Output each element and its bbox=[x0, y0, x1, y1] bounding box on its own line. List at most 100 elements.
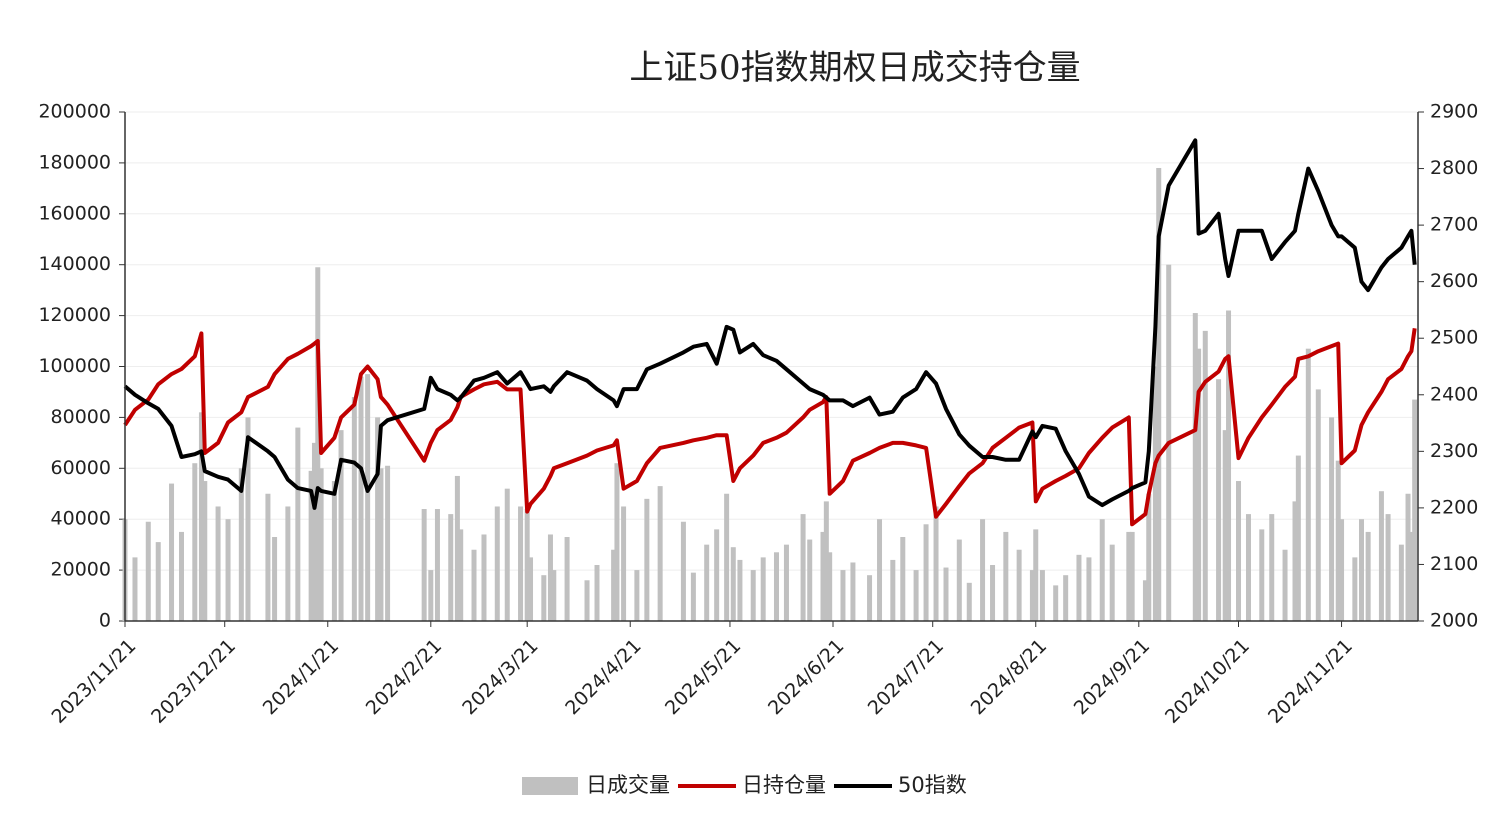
legend-label: 50指数 bbox=[898, 773, 967, 797]
bar bbox=[448, 514, 454, 621]
bar bbox=[1398, 544, 1404, 621]
legend-label: 日持仓量 bbox=[742, 773, 826, 797]
bar bbox=[331, 481, 337, 621]
y2-tick-label: 2700 bbox=[1430, 214, 1478, 236]
bar bbox=[823, 501, 829, 621]
bar bbox=[850, 562, 856, 621]
bar bbox=[913, 570, 919, 621]
bar bbox=[773, 552, 779, 621]
bar bbox=[504, 488, 510, 621]
bar bbox=[1126, 531, 1132, 621]
bar bbox=[1003, 531, 1009, 621]
bar bbox=[225, 519, 231, 621]
y-tick-label: 200000 bbox=[38, 101, 111, 123]
y-tick-label: 140000 bbox=[38, 253, 111, 275]
bar bbox=[308, 470, 314, 621]
bar bbox=[494, 506, 500, 621]
y-tick-label: 100000 bbox=[38, 355, 111, 377]
bar bbox=[840, 570, 846, 621]
bar bbox=[1335, 460, 1341, 621]
bar bbox=[315, 267, 321, 621]
legend-swatch bbox=[522, 777, 578, 795]
bar bbox=[1076, 554, 1082, 621]
bar bbox=[285, 506, 291, 621]
bar bbox=[943, 567, 949, 621]
y-tick-label: 80000 bbox=[51, 406, 111, 428]
bar bbox=[1405, 493, 1411, 621]
y-tick-label: 180000 bbox=[38, 151, 111, 173]
bar bbox=[1129, 531, 1135, 621]
bar bbox=[295, 427, 301, 621]
bar bbox=[807, 539, 813, 621]
bar bbox=[1029, 570, 1035, 621]
bar bbox=[132, 557, 138, 621]
bar bbox=[547, 534, 553, 621]
bar bbox=[1236, 481, 1242, 621]
bar bbox=[1053, 585, 1059, 621]
y2-tick-label: 2200 bbox=[1430, 496, 1478, 518]
bar bbox=[338, 430, 344, 621]
bar bbox=[564, 537, 570, 621]
bar bbox=[827, 552, 833, 621]
y2-tick-label: 2300 bbox=[1430, 440, 1478, 462]
bar bbox=[760, 557, 766, 621]
bar bbox=[378, 468, 384, 621]
bar bbox=[375, 417, 381, 621]
legend-label: 日成交量 bbox=[586, 773, 670, 797]
bar bbox=[1039, 570, 1045, 621]
bar bbox=[1156, 167, 1162, 622]
bar bbox=[1222, 430, 1228, 621]
bar bbox=[1329, 417, 1335, 621]
bar bbox=[1192, 313, 1198, 621]
bar bbox=[1152, 366, 1158, 621]
bar bbox=[890, 559, 896, 621]
bar bbox=[385, 465, 391, 621]
bar bbox=[1216, 379, 1222, 621]
bar bbox=[750, 570, 756, 621]
bar bbox=[421, 509, 427, 621]
bar bbox=[657, 486, 663, 621]
bar bbox=[1086, 557, 1092, 621]
y2-tick-label: 2800 bbox=[1430, 157, 1478, 179]
bar bbox=[594, 565, 600, 621]
bar bbox=[481, 534, 487, 621]
bar bbox=[365, 374, 371, 621]
bar bbox=[634, 570, 640, 621]
y-tick-label: 120000 bbox=[38, 304, 111, 326]
bar bbox=[1412, 399, 1418, 621]
bar bbox=[1315, 389, 1321, 621]
line bbox=[123, 328, 1417, 527]
bar bbox=[704, 544, 710, 621]
bar bbox=[1408, 531, 1414, 621]
bar bbox=[900, 537, 906, 621]
bar bbox=[820, 531, 826, 621]
bar bbox=[471, 549, 477, 621]
bar bbox=[192, 463, 198, 621]
y2-tick-label: 2100 bbox=[1430, 553, 1478, 575]
bar bbox=[1305, 348, 1311, 621]
bar bbox=[1033, 529, 1039, 621]
bar bbox=[358, 376, 364, 621]
bar bbox=[1385, 514, 1391, 621]
bar bbox=[1292, 501, 1298, 621]
bar bbox=[1365, 531, 1371, 621]
bar bbox=[1146, 493, 1152, 621]
bar bbox=[980, 519, 986, 621]
bar bbox=[923, 524, 929, 621]
bar bbox=[1358, 519, 1364, 621]
y2-tick-label: 2900 bbox=[1430, 101, 1478, 123]
bar bbox=[644, 498, 650, 621]
bar bbox=[621, 506, 627, 621]
bar bbox=[783, 544, 789, 621]
bar bbox=[1339, 519, 1345, 621]
bar bbox=[1282, 549, 1288, 621]
bar bbox=[198, 412, 204, 621]
bar bbox=[1295, 455, 1301, 621]
bar bbox=[238, 468, 244, 621]
bar bbox=[1016, 549, 1022, 621]
bar bbox=[434, 509, 440, 621]
bar bbox=[584, 580, 590, 621]
y2-tick-label: 2000 bbox=[1430, 610, 1478, 632]
bar bbox=[1202, 330, 1208, 621]
